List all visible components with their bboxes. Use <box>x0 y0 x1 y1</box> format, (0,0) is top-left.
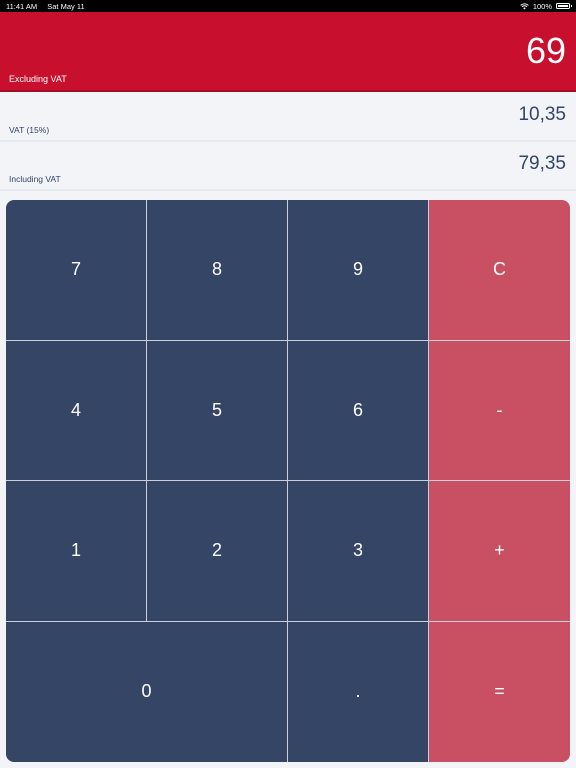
key-6[interactable]: 6 <box>288 340 429 481</box>
battery-percent: 100% <box>532 1 552 11</box>
key-8[interactable]: 8 <box>147 200 288 341</box>
key-1[interactable]: 1 <box>6 481 147 622</box>
status-bar: 11:41 AM Sat May 11 100% <box>0 0 576 12</box>
status-right: 100% <box>520 1 572 11</box>
key-4[interactable]: 4 <box>6 340 147 481</box>
vat-label: VAT (15%) <box>9 125 50 135</box>
vat-value: 10,35 <box>518 104 566 125</box>
key-5[interactable]: 5 <box>147 340 288 481</box>
keypad: 7 8 9 C 4 5 6 - 1 2 3 + 0 . = <box>6 200 570 762</box>
including-vat-panel: 79,35 Including VAT <box>0 143 576 191</box>
excluding-vat-label: Excluding VAT <box>9 74 67 84</box>
vat-panel: 10,35 VAT (15%) <box>0 94 576 142</box>
wifi-icon <box>520 2 529 9</box>
key-2[interactable]: 2 <box>147 481 288 622</box>
key-3[interactable]: 3 <box>288 481 429 622</box>
minus-button[interactable]: - <box>429 340 570 481</box>
plus-button[interactable]: + <box>429 481 570 622</box>
equals-button[interactable]: = <box>429 621 570 762</box>
key-9[interactable]: 9 <box>288 200 429 341</box>
status-date: Sat May 11 <box>47 1 85 11</box>
including-vat-value: 79,35 <box>518 153 566 174</box>
key-7[interactable]: 7 <box>6 200 147 341</box>
including-vat-label: Including VAT <box>9 174 61 184</box>
status-time: 11:41 AM <box>6 1 38 11</box>
key-0[interactable]: 0 <box>6 621 288 762</box>
battery-icon <box>556 3 572 9</box>
excluding-vat-panel: 69 Excluding VAT <box>0 12 576 92</box>
status-left: 11:41 AM Sat May 11 <box>6 2 93 11</box>
clear-button[interactable]: C <box>429 200 570 341</box>
decimal-button[interactable]: . <box>288 621 429 762</box>
excluding-vat-value: 69 <box>525 30 566 71</box>
